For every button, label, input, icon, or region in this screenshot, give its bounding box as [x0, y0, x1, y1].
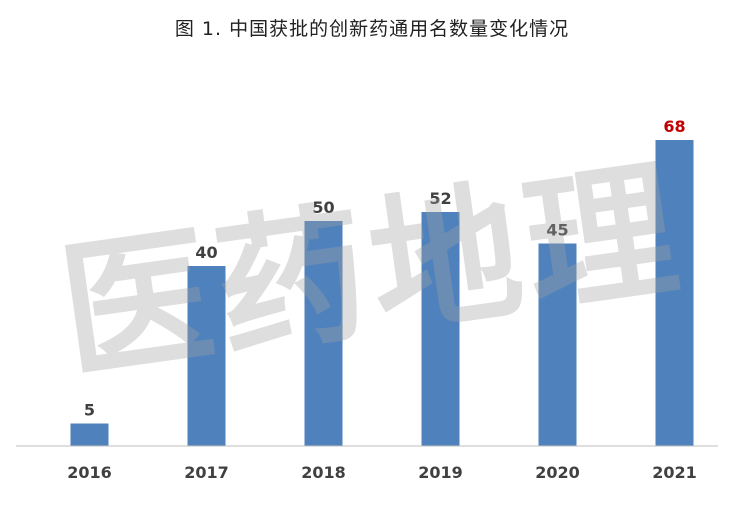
x-tick-label-2016: 2016 [67, 463, 112, 482]
bar-2018 [304, 221, 343, 446]
x-tick-label-2018: 2018 [301, 463, 346, 482]
x-tick-label-2020: 2020 [535, 463, 580, 482]
bar-2020 [538, 243, 577, 446]
bar-2021 [655, 140, 694, 446]
x-tick-labels-group: 2016 2017 2018 2019 2020 2021 [67, 463, 697, 482]
chart-title: 图 1. 中国获批的创新药通用名数量变化情况 [174, 18, 570, 40]
bars-group [70, 140, 694, 446]
value-label-2019: 52 [429, 189, 451, 208]
value-label-2017: 40 [195, 243, 217, 262]
value-labels-group: 5 40 50 52 45 68 [84, 117, 686, 420]
value-label-2021: 68 [663, 117, 685, 136]
bar-2019 [421, 212, 460, 446]
value-label-2018: 50 [312, 198, 334, 217]
x-tick-label-2021: 2021 [652, 463, 697, 482]
bar-2016 [70, 423, 109, 446]
x-tick-label-2019: 2019 [418, 463, 463, 482]
bar-2017 [187, 266, 226, 446]
value-label-2016: 5 [84, 401, 95, 420]
x-tick-label-2017: 2017 [184, 463, 229, 482]
value-label-2020: 45 [546, 221, 568, 240]
